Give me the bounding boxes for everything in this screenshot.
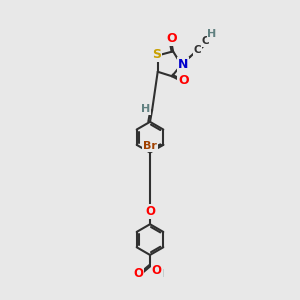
Text: O: O xyxy=(133,267,143,280)
Text: O: O xyxy=(145,205,155,218)
Text: O: O xyxy=(166,32,177,45)
Text: O: O xyxy=(152,264,162,277)
Text: C: C xyxy=(194,45,202,55)
Text: Br: Br xyxy=(143,141,157,151)
Text: C: C xyxy=(202,36,209,46)
Text: S: S xyxy=(152,48,161,61)
Text: O: O xyxy=(178,74,189,87)
Text: H: H xyxy=(141,104,150,114)
Text: H: H xyxy=(155,269,164,279)
Text: H: H xyxy=(207,29,217,39)
Text: N: N xyxy=(178,58,188,71)
